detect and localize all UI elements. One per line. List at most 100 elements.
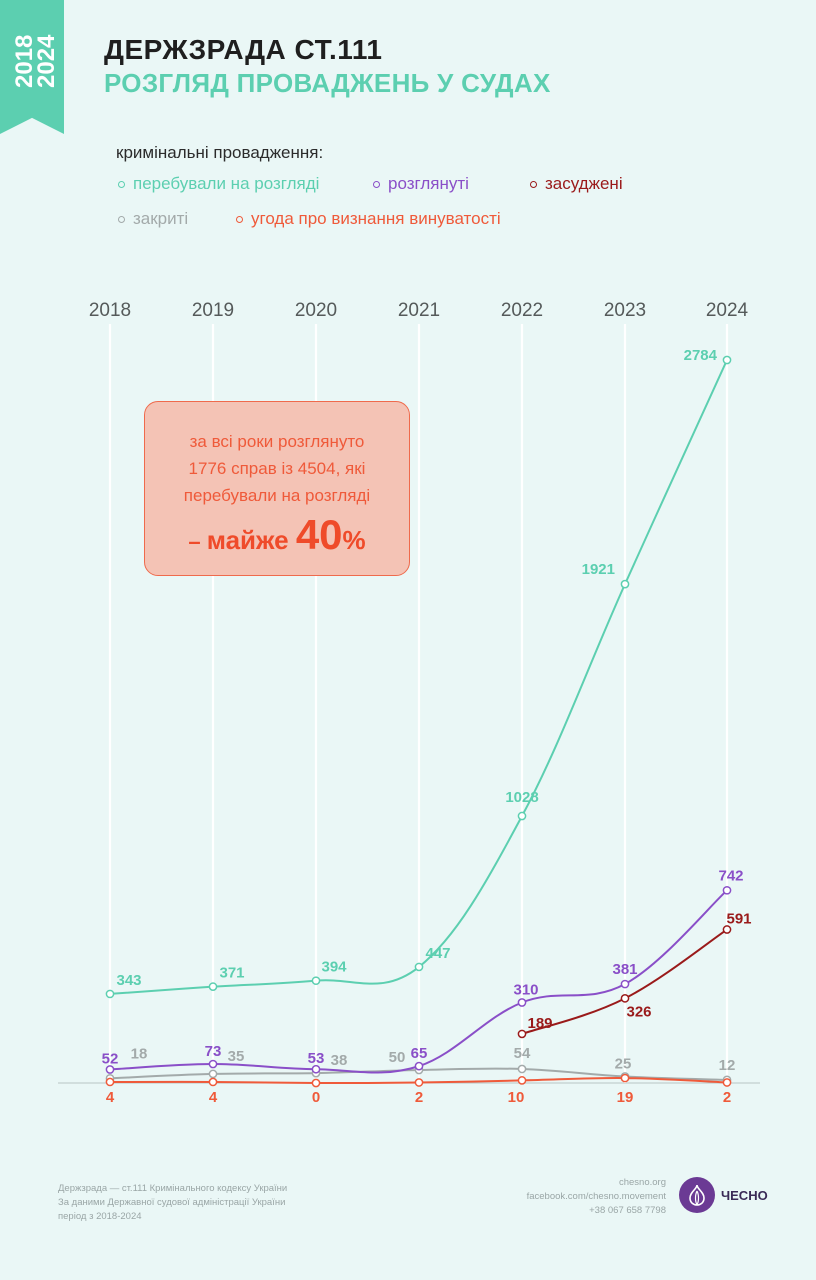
data-label: 12: [719, 1057, 736, 1074]
data-label: 53: [308, 1050, 325, 1067]
data-label: 394: [321, 959, 347, 976]
data-label: 189: [527, 1015, 552, 1032]
legend-item-plea: угода про визнання винуватості: [236, 209, 501, 229]
data-point: [105, 1065, 115, 1074]
data-label: 591: [726, 911, 751, 928]
data-label: 65: [411, 1045, 428, 1062]
data-label: 343: [116, 972, 141, 989]
x-tick-label: 2019: [192, 300, 234, 321]
legend-dot-icon: [236, 215, 243, 223]
data-label: 4: [106, 1089, 115, 1106]
data-point: [517, 1029, 527, 1039]
data-label: 54: [514, 1045, 531, 1062]
legend-label: засуджені: [545, 174, 623, 193]
data-point: [414, 1078, 424, 1087]
footer-contacts: chesno.org facebook.com/chesno.movement …: [527, 1176, 666, 1218]
data-label: 10: [508, 1089, 525, 1106]
summary-callout: за всі роки розглянуто 1776 справ із 450…: [144, 401, 410, 576]
data-label: 447: [425, 945, 450, 962]
data-point: [311, 976, 321, 986]
legend-item-considered: розглянуті: [373, 174, 469, 194]
x-tick-label: 2023: [604, 300, 646, 321]
x-tick-label: 2018: [89, 300, 131, 321]
data-label: 1921: [582, 561, 615, 578]
data-label: 371: [219, 965, 244, 982]
callout-word: майже: [206, 525, 296, 555]
legend-label: перебували на розгляді: [133, 174, 320, 193]
callout-percent-number: 40: [295, 511, 343, 558]
callout-dash: –: [188, 529, 207, 554]
data-label: 25: [615, 1056, 632, 1073]
data-point: [620, 579, 630, 589]
footer-website: chesno.org: [618, 1177, 666, 1188]
page-title: ДЕРЖЗРАДА СТ.111: [104, 34, 383, 65]
data-label: 2: [723, 1089, 731, 1106]
data-label: 52: [102, 1050, 119, 1067]
series-line: [109, 359, 728, 995]
legend-item-pending: перебували на розгляді: [118, 174, 319, 194]
data-point: [722, 1078, 732, 1087]
data-label: 381: [612, 961, 637, 978]
data-label: 4: [209, 1089, 218, 1106]
callout-percent-sign: %: [342, 525, 366, 555]
callout-highlight: – майже 40%: [145, 511, 409, 559]
data-point: [208, 1069, 218, 1079]
x-tick-label: 2020: [295, 300, 337, 321]
data-label: 73: [205, 1043, 222, 1060]
legend-dot-icon: [373, 180, 380, 188]
data-point: [311, 1078, 321, 1088]
data-point: [414, 962, 424, 972]
data-label: 310: [513, 981, 538, 998]
footer-line: Держзрада — ст.111 Кримінального кодексу…: [58, 1183, 288, 1194]
data-label: 19: [617, 1089, 634, 1106]
footer-facebook: facebook.com/chesno.movement: [526, 1191, 666, 1202]
x-tick-label: 2022: [501, 300, 543, 321]
data-label: 326: [626, 1003, 651, 1020]
legend-dot-icon: [530, 180, 537, 188]
year-ribbon: [0, 0, 64, 134]
data-point: [105, 1077, 115, 1087]
data-point: [517, 811, 527, 821]
data-point: [208, 1059, 218, 1069]
data-point: [722, 925, 732, 934]
page-subtitle: РОЗГЛЯД ПРОВАДЖЕНЬ У СУДАХ: [104, 68, 551, 98]
chesno-logo: ЧЕСНО: [679, 1177, 768, 1213]
footer-line: період з 2018-2024: [58, 1211, 142, 1222]
data-point: [517, 1076, 527, 1085]
callout-line-2: 1776 справ із 4504, які: [188, 459, 366, 478]
data-point: [722, 355, 732, 365]
legend-item-convicted: засуджені: [530, 174, 623, 194]
data-point: [414, 1061, 424, 1071]
data-point: [620, 979, 630, 989]
legend-item-closed: закриті: [118, 209, 188, 229]
data-label: 2: [415, 1089, 423, 1106]
data-point: [517, 1064, 527, 1074]
footer-line: За даними Державної судової адміністраці…: [58, 1197, 286, 1208]
data-point: [620, 993, 630, 1003]
garlic-icon: [679, 1177, 715, 1213]
legend-label: угода про визнання винуватості: [251, 209, 501, 228]
data-point: [208, 1077, 218, 1087]
chart-series: [105, 355, 732, 1088]
data-label: 35: [228, 1048, 245, 1065]
x-axis-ticks: 2018 2019 2020 2021 2022 2023 2024: [89, 300, 749, 321]
data-point: [105, 989, 115, 999]
data-label: 0: [312, 1089, 320, 1106]
logo-text: ЧЕСНО: [721, 1187, 768, 1203]
data-label: 18: [131, 1045, 148, 1062]
data-point: [517, 998, 527, 1007]
legend-label: закриті: [133, 209, 189, 228]
legend-dot-icon: [118, 215, 125, 223]
x-tick-label: 2024: [706, 300, 749, 321]
data-label: 2784: [684, 347, 718, 364]
data-label: 742: [718, 867, 743, 884]
data-label: 38: [331, 1052, 348, 1069]
x-tick-label: 2021: [398, 300, 440, 321]
data-label: 1028: [505, 789, 538, 806]
data-point: [620, 1073, 630, 1083]
callout-line-1: за всі роки розглянуто: [189, 432, 365, 451]
footer-source: Держзрада — ст.111 Кримінального кодексу…: [58, 1182, 287, 1224]
callout-line-3: перебували на розгляді: [183, 486, 371, 505]
